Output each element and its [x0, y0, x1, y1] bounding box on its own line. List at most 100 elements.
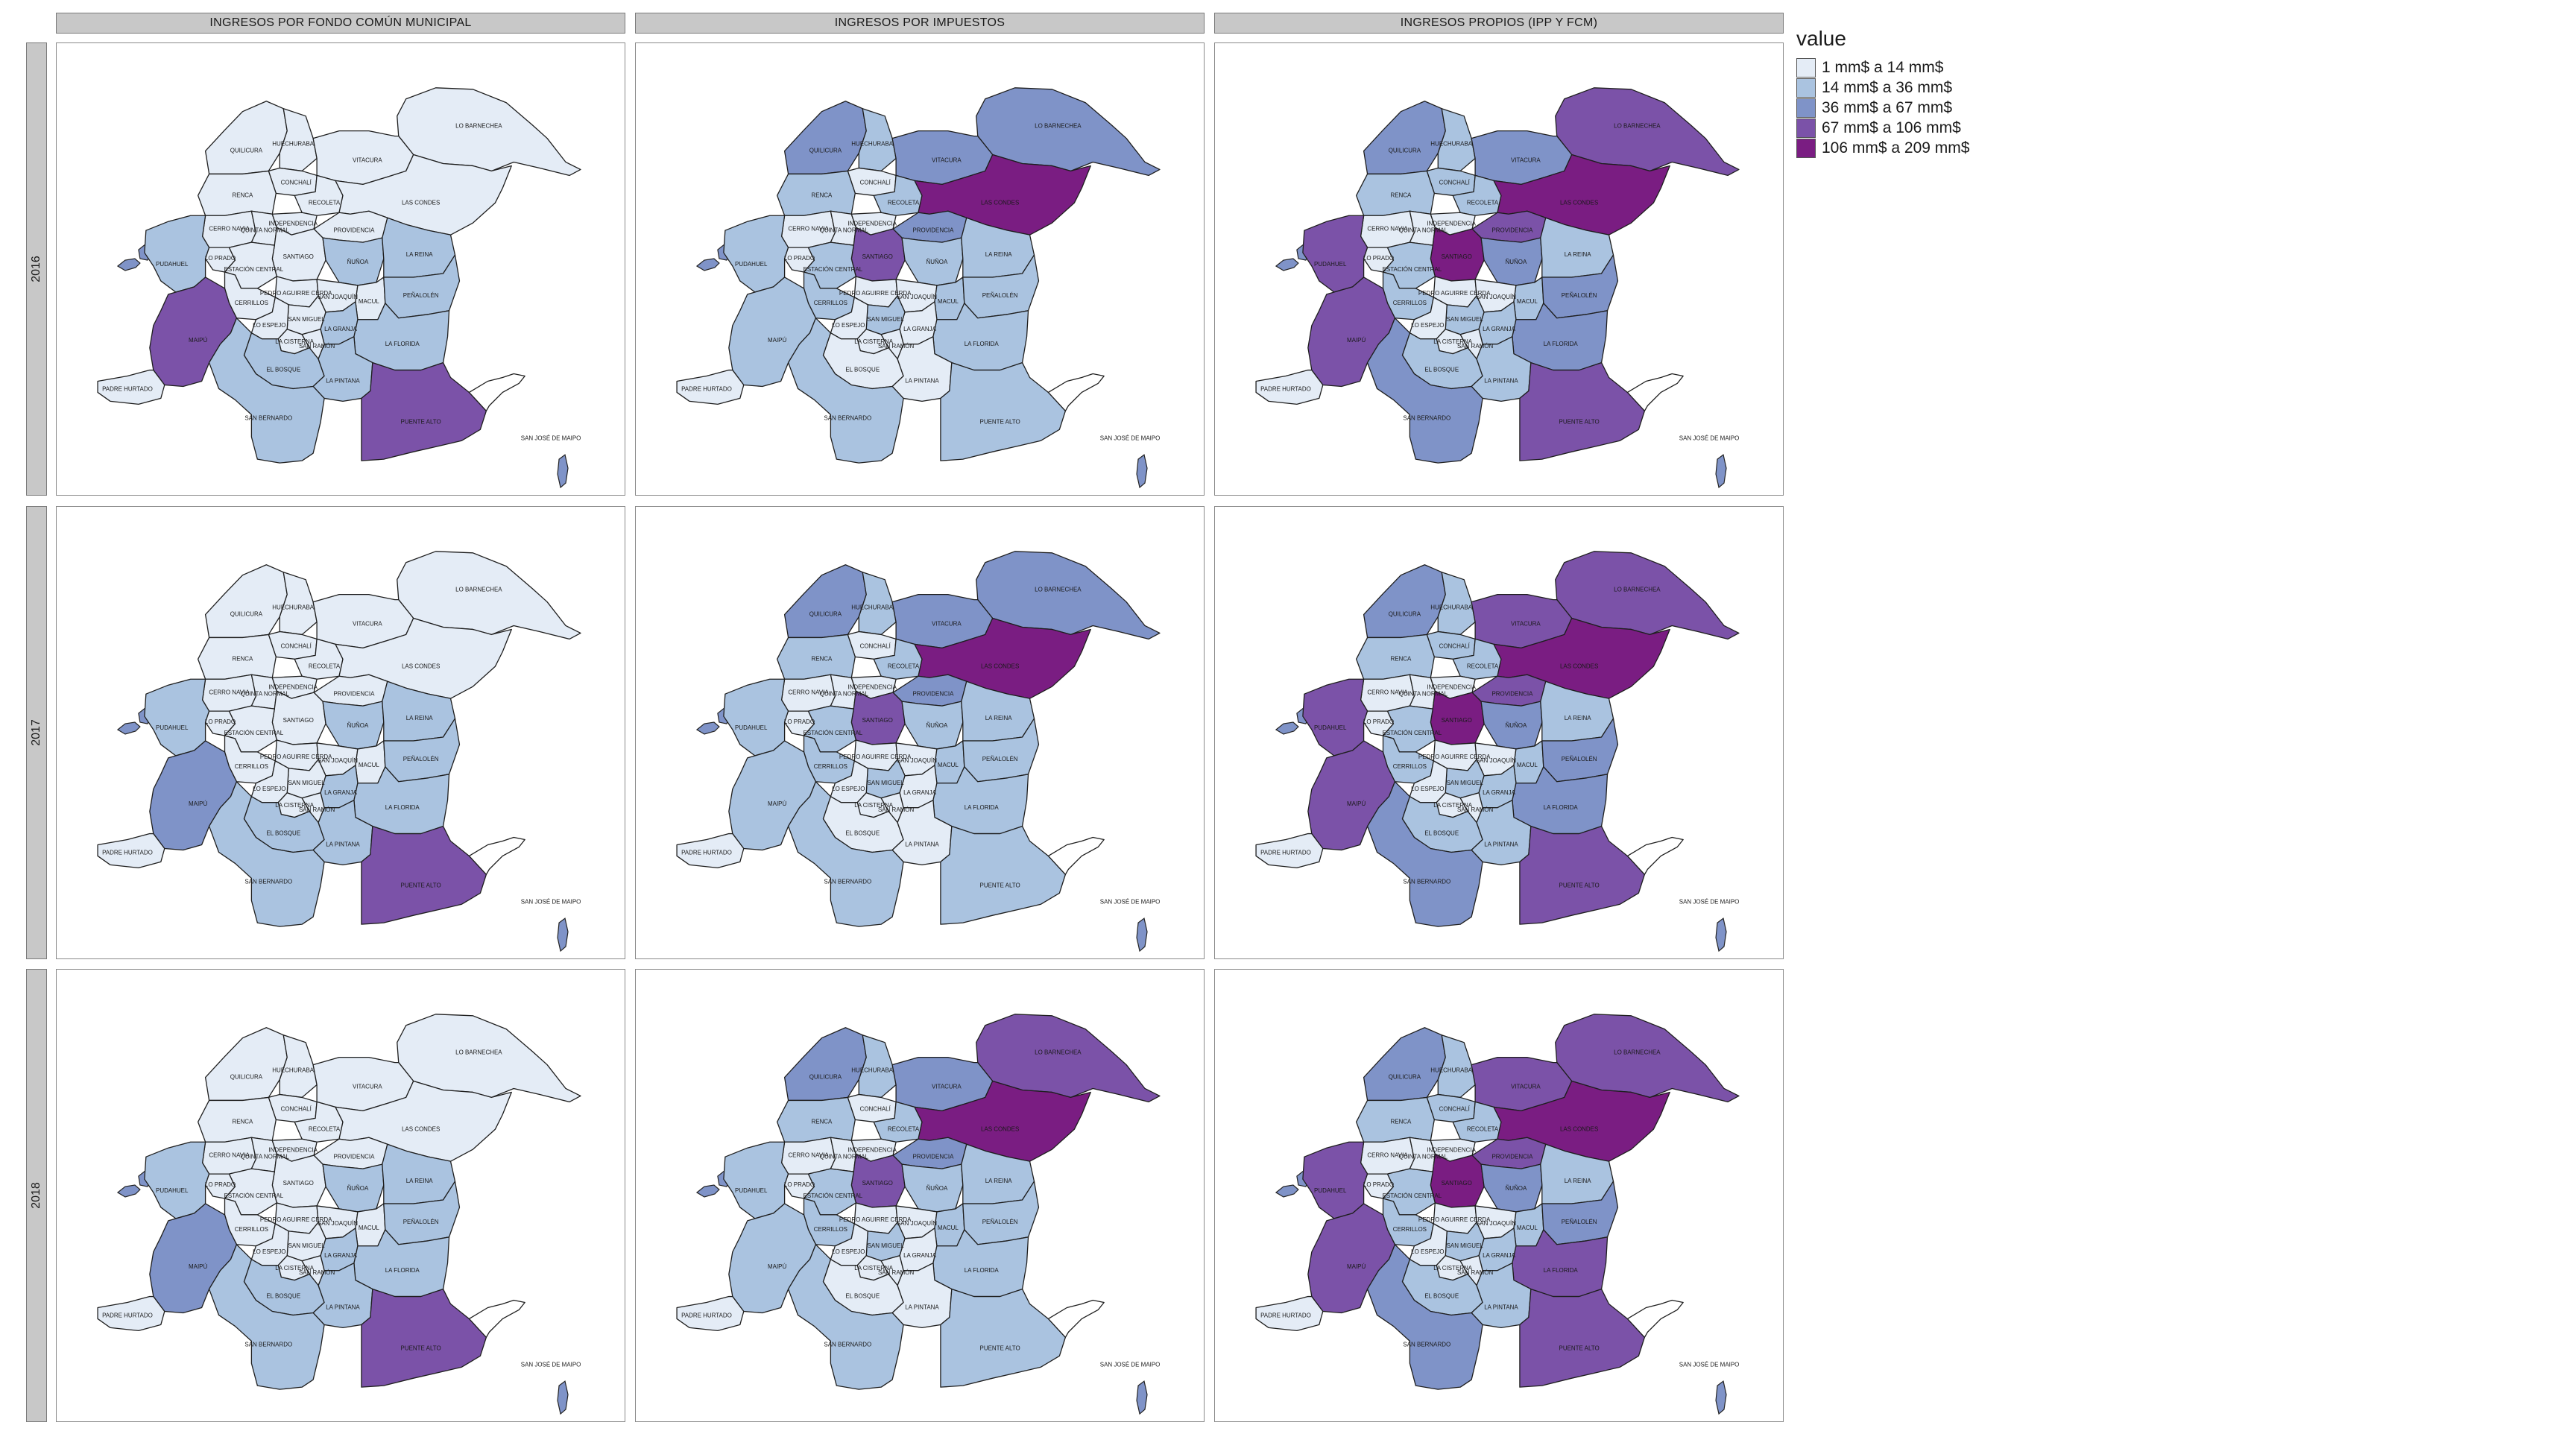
commune-quilicura — [1363, 564, 1446, 639]
commune-label: MACUL — [359, 762, 379, 768]
map-island — [557, 917, 569, 953]
commune-label: LA PINTANA — [1484, 378, 1518, 385]
commune-label: SAN JOAQUÍN — [897, 1220, 937, 1227]
commune-label: LA PINTANA — [905, 378, 939, 385]
commune-pudahuel — [144, 215, 210, 293]
commune-label: PEÑALOLÉN — [982, 756, 1018, 762]
commune-padre-hurtado — [676, 833, 745, 869]
commune-label: INDEPENDENCIA — [268, 683, 318, 690]
commune-label: ESTACIÓN CENTRAL — [804, 730, 863, 736]
commune-label: ESTACIÓN CENTRAL — [224, 1192, 284, 1199]
commune-label: CONCHALÍ — [1439, 642, 1471, 649]
commune-label: ÑUÑOA — [926, 722, 948, 729]
commune-label: SANTIAGO — [1442, 1180, 1472, 1187]
commune-label: VITACURA — [1511, 157, 1541, 164]
commune-label: QUINTA NORMAL — [241, 1153, 290, 1160]
commune-label: RENCA — [811, 655, 833, 662]
map-island — [1136, 454, 1148, 489]
commune-label: SAN JOAQUÍN — [318, 757, 358, 764]
commune-label: CERRILLOS — [1393, 763, 1427, 770]
commune-label: LO PRADO — [784, 1181, 815, 1188]
commune-label: PEÑALOLÉN — [1562, 756, 1597, 762]
column-header-impuestos: INGRESOS POR IMPUESTOS — [635, 13, 1205, 34]
commune-label: PUENTE ALTO — [1559, 418, 1600, 425]
choropleth-map: LO BARNECHEA QUILICURA HUECHURABA CONCHALÍ V… — [97, 551, 581, 953]
commune-label: LA FLORIDA — [385, 804, 420, 811]
commune-label: SAN RAMÓN — [878, 1269, 915, 1276]
map-panel: LO BARNECHEA QUILICURA HUECHURABA CONCHALÍ V… — [56, 506, 625, 959]
commune-label: LAS CONDES — [981, 199, 1019, 206]
legend-item: 14 mm$ a 36 mm$ — [1796, 78, 1952, 98]
commune-label: RECOLETA — [888, 199, 920, 206]
commune-label: LA GRANJA — [324, 789, 358, 796]
commune-san-bernardo — [208, 318, 325, 464]
commune-san-jose-de-maipo — [468, 836, 525, 876]
commune-san-bernardo — [1366, 781, 1483, 927]
commune-label: QUILICURA — [230, 1074, 263, 1081]
commune-label: LA FLORIDA — [1544, 341, 1579, 347]
commune-san-jose-de-maipo — [1626, 1299, 1684, 1339]
commune-label: LA PINTANA — [326, 841, 360, 848]
commune-san-bernardo — [208, 781, 325, 927]
commune-quilicura — [783, 101, 867, 175]
commune-label: INDEPENDENCIA — [268, 220, 318, 227]
commune-label: INDEPENDENCIA — [1427, 683, 1476, 690]
commune-label: PEDRO AGUIRRE CERDA — [839, 754, 912, 760]
commune-label: EL BOSQUE — [845, 830, 880, 837]
row-header-label: 2017 — [30, 719, 42, 746]
commune-label: LA REINA — [406, 251, 434, 258]
commune-label: SAN BERNARDO — [824, 878, 871, 885]
commune-label: LO BARNECHEA — [1614, 123, 1661, 130]
commune-label: CERRO NAVIA — [209, 689, 250, 695]
commune-label: LAS CONDES — [981, 1125, 1019, 1132]
commune-label: CERRILLOS — [235, 763, 268, 770]
commune-san-bernardo — [787, 318, 904, 464]
commune-label: SAN MIGUEL — [288, 1242, 326, 1249]
commune-label: SANTIAGO — [283, 717, 314, 724]
commune-label: PEDRO AGUIRRE CERDA — [1418, 1216, 1491, 1223]
commune-label: MAIPÚ — [1347, 1263, 1366, 1270]
commune-label: RECOLETA — [309, 663, 341, 669]
choropleth-map: LO BARNECHEA QUILICURA HUECHURABA CONCHALÍ V… — [1255, 87, 1740, 489]
commune-label: SAN BERNARDO — [244, 414, 292, 421]
commune-label: SAN RAMÓN — [299, 343, 335, 350]
choropleth-map: LO BARNECHEA QUILICURA HUECHURABA CONCHALÍ V… — [97, 87, 581, 489]
commune-label: LO ESPEJO — [253, 322, 285, 329]
commune-label: LA REINA — [1565, 715, 1592, 721]
commune-label: PUENTE ALTO — [401, 882, 441, 888]
commune-label: SAN RAMÓN — [299, 806, 335, 813]
commune-san-jose-de-maipo — [1047, 836, 1105, 876]
commune-label: MAIPÚ — [768, 1263, 786, 1270]
commune-label: CONCHALÍ — [281, 1105, 312, 1112]
legend-swatch — [1796, 98, 1816, 118]
legend-label: 67 mm$ a 106 mm$ — [1822, 119, 1961, 136]
commune-label: SAN JOAQUÍN — [1476, 1220, 1516, 1227]
commune-label: LA PINTANA — [1484, 841, 1518, 848]
commune-label: RECOLETA — [309, 199, 341, 206]
commune-padre-hurtado — [97, 833, 165, 869]
commune-label: QUILICURA — [809, 611, 842, 618]
map-island — [1715, 454, 1727, 489]
commune-label: ÑUÑOA — [1506, 722, 1527, 729]
choropleth-map: LO BARNECHEA QUILICURA HUECHURABA CONCHALÍ V… — [676, 87, 1161, 489]
commune-san-jose-de-maipo — [468, 373, 525, 412]
commune-san-jose-de-maipo — [1047, 1299, 1105, 1339]
commune-label: PEÑALOLÉN — [403, 756, 439, 762]
commune-label: LA FLORIDA — [385, 1267, 420, 1274]
map-island — [695, 258, 720, 271]
legend-swatch — [1796, 119, 1816, 138]
commune-label: LA CISTERNA — [275, 338, 314, 345]
commune-label: LA CISTERNA — [1433, 802, 1472, 809]
commune-label: CERRO NAVIA — [788, 225, 829, 232]
commune-label: PUDAHUEL — [735, 724, 768, 731]
commune-label: PUDAHUEL — [156, 261, 189, 268]
commune-label: HUECHURABA — [1430, 1067, 1472, 1074]
commune-label: SAN BERNARDO — [824, 1341, 871, 1348]
commune-label: ESTACIÓN CENTRAL — [1383, 266, 1442, 273]
choropleth-map: LO BARNECHEA QUILICURA HUECHURABA CONCHALÍ V… — [1255, 1014, 1740, 1415]
map-island — [1275, 1184, 1299, 1198]
commune-label: PROVIDENCIA — [333, 1153, 375, 1160]
commune-label: SAN JOSÉ DE MAIPO — [1100, 1361, 1161, 1368]
legend-item: 106 mm$ a 209 mm$ — [1796, 139, 1969, 158]
commune-label: INDEPENDENCIA — [1427, 1146, 1476, 1153]
